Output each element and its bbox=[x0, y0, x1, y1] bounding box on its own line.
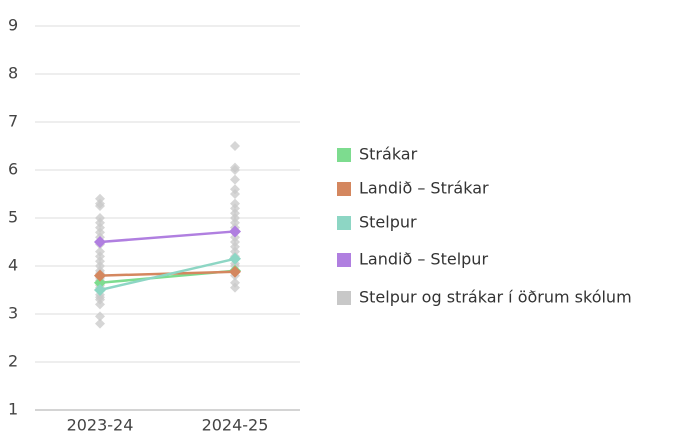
legend-label: Landið – Stelpur bbox=[359, 250, 488, 269]
series-line bbox=[99, 230, 236, 244]
legend-label: Stelpur og strákar í öðrum skólum bbox=[359, 288, 632, 307]
scatter-point bbox=[230, 277, 240, 288]
legend-swatch bbox=[337, 216, 351, 230]
legend-swatch bbox=[337, 253, 351, 267]
x-tick-label: 2023-24 bbox=[67, 416, 134, 433]
series-marker bbox=[229, 252, 241, 265]
scatter-point bbox=[230, 198, 240, 209]
scatter-point bbox=[230, 162, 240, 173]
legend-swatch bbox=[337, 148, 351, 162]
y-tick-label: 9 bbox=[8, 16, 18, 35]
scatter-point bbox=[95, 318, 105, 329]
legend-label: Strákar bbox=[359, 145, 418, 164]
series-marker bbox=[94, 276, 106, 289]
legend-swatch bbox=[337, 291, 351, 305]
series-marker bbox=[94, 236, 106, 248]
legend-label: Stelpur bbox=[359, 213, 417, 232]
y-tick-label: 6 bbox=[8, 160, 18, 179]
scatter-point bbox=[230, 174, 240, 185]
y-tick-label: 5 bbox=[8, 208, 18, 227]
series-line bbox=[99, 257, 236, 292]
y-tick-label: 7 bbox=[8, 112, 18, 131]
legend-swatch bbox=[337, 182, 351, 196]
scatter-point bbox=[95, 246, 105, 257]
y-tick-label: 2 bbox=[8, 352, 18, 371]
series-marker bbox=[94, 284, 106, 296]
series-marker bbox=[229, 265, 241, 278]
y-tick-label: 8 bbox=[8, 64, 18, 83]
scatter-point bbox=[95, 213, 105, 223]
scatter-point bbox=[95, 311, 105, 322]
scatter-point bbox=[230, 141, 240, 151]
series-marker bbox=[229, 225, 241, 238]
scatter-point bbox=[230, 184, 240, 195]
series-marker bbox=[94, 269, 106, 282]
scatter-point bbox=[95, 193, 105, 204]
y-tick-label: 3 bbox=[8, 304, 18, 323]
y-tick-label: 1 bbox=[8, 400, 18, 419]
legend-label: Landið – Strákar bbox=[359, 179, 489, 198]
x-tick-label: 2024-25 bbox=[202, 416, 269, 433]
y-tick-label: 4 bbox=[8, 256, 18, 275]
